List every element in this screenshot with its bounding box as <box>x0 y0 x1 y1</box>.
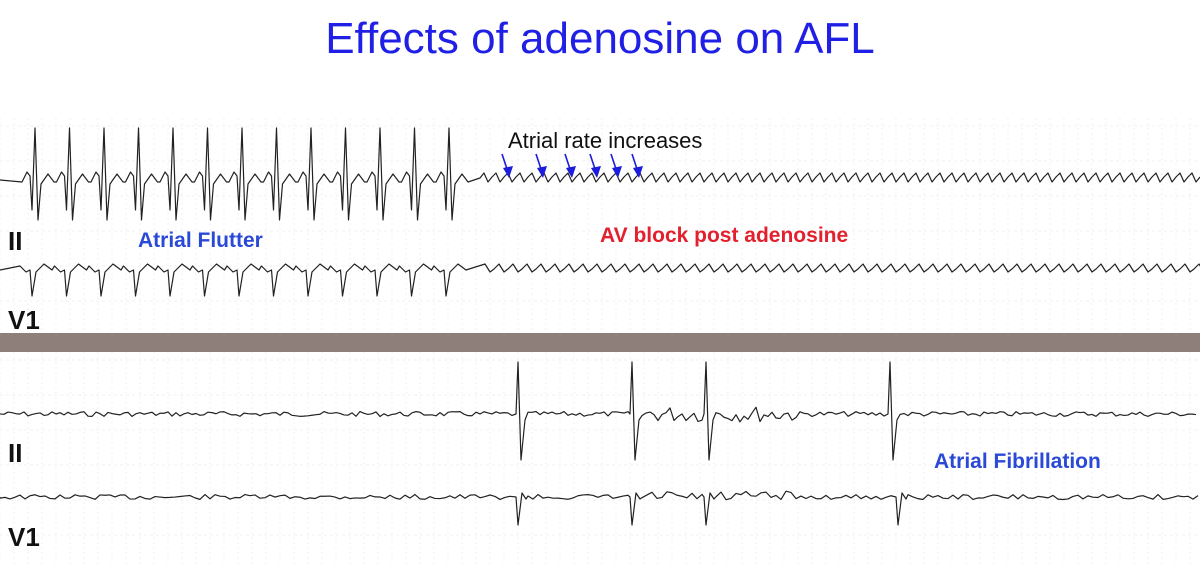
lead-label-ii-top: II <box>8 226 23 256</box>
trace-lead-ii-fibrillation <box>0 361 1197 461</box>
lead-label-ii-bottom: II <box>8 438 23 468</box>
trace-lead-v1-flutter <box>0 263 1200 297</box>
page-title: Effects of adenosine on AFL <box>325 14 875 63</box>
lead-label-v1-bottom: V1 <box>8 522 40 552</box>
atrial-fibrillation-label: Atrial Fibrillation <box>934 450 1101 473</box>
lead-label-v1-top: V1 <box>8 305 40 335</box>
atrial-rate-arrows <box>501 153 643 178</box>
ecg-strip-top: II V1 Atrial Flutter AV block post adeno… <box>0 118 1200 335</box>
trace-lead-ii-flutter <box>0 127 1200 221</box>
av-block-label: AV block post adenosine <box>600 224 849 247</box>
trace-lead-v1-fibrillation <box>0 490 1199 526</box>
atrial-rate-label: Atrial rate increases <box>508 128 703 153</box>
ecg-grid-top <box>0 118 1200 333</box>
ecg-strip-bottom: II V1 Atrial Fibrillation <box>0 352 1200 565</box>
strip-divider <box>0 333 1200 352</box>
ecg-grid-bottom <box>0 352 1200 565</box>
atrial-flutter-label: Atrial Flutter <box>138 229 263 252</box>
